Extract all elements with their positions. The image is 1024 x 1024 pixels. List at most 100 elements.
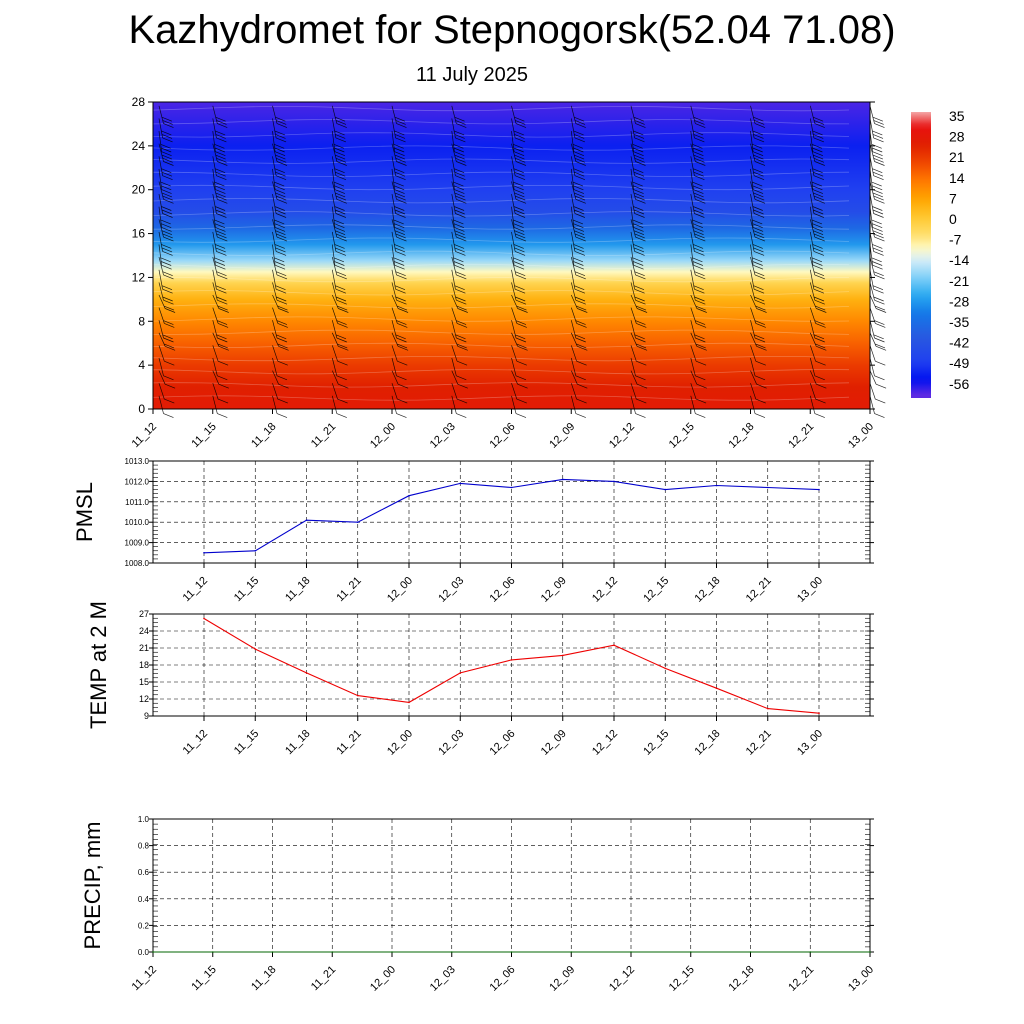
x-tick-label: 12_21 — [744, 575, 774, 605]
wind-barb — [690, 307, 707, 328]
wind-barb — [212, 395, 228, 418]
wind-barb — [809, 181, 825, 204]
wind-barb — [158, 181, 174, 204]
wind-barb — [570, 118, 586, 143]
x-tick-label: 11_12 — [130, 964, 160, 994]
y-tick-label: 0.8 — [138, 842, 150, 851]
contour-line — [152, 303, 850, 309]
wind-barb — [158, 244, 172, 270]
wind-barb — [451, 269, 466, 294]
wind-barb — [212, 282, 228, 305]
colorbar-label: -21 — [949, 273, 969, 289]
wind-barb — [391, 131, 405, 157]
wind-barb — [212, 219, 228, 242]
wind-barb — [750, 194, 765, 218]
wind-barb — [331, 383, 348, 404]
wind-barb — [809, 294, 827, 313]
wind-barb — [331, 370, 349, 389]
wind-barb — [212, 244, 226, 270]
wind-barb — [272, 383, 288, 404]
x-tick-label: 11_15 — [189, 964, 219, 994]
x-tick-label: 13_00 — [795, 575, 825, 605]
wind-barb — [331, 320, 347, 343]
wind-barb — [272, 294, 289, 313]
wind-barb — [570, 395, 586, 418]
wind-barb — [331, 294, 349, 313]
wind-barb — [272, 105, 288, 128]
wind-barb — [690, 395, 706, 418]
wind-barb — [272, 320, 288, 343]
x-tick-label: 12_12 — [590, 575, 620, 605]
wind-barb — [511, 194, 526, 218]
wind-barb — [630, 131, 644, 157]
wind-barb — [158, 168, 172, 194]
x-tick-label: 12_09 — [547, 964, 577, 994]
x-tick-label: 11_21 — [334, 575, 364, 605]
y-axis-title: PMSL — [72, 482, 97, 542]
wind-barb — [511, 105, 527, 128]
wind-barb — [212, 383, 229, 404]
x-tick-label: 13_00 — [795, 728, 825, 758]
x-tick-label: 12_03 — [428, 964, 458, 994]
wind-barb — [451, 383, 468, 404]
wind-barb — [750, 345, 766, 366]
data-point — [664, 667, 667, 670]
wind-barb — [630, 156, 645, 181]
wind-barb — [451, 181, 467, 204]
wind-barb — [869, 357, 885, 381]
wind-barb — [570, 231, 586, 256]
wind-barb — [869, 345, 886, 366]
wind-barb — [809, 357, 825, 381]
wind-barb — [690, 156, 705, 181]
wind-barb — [570, 219, 586, 242]
wind-barb — [212, 194, 227, 218]
x-tick-label: 12_18 — [727, 964, 757, 994]
wind-barb — [809, 105, 825, 128]
wind-barb — [570, 244, 585, 270]
wind-barb — [690, 383, 707, 404]
wind-barb — [869, 118, 884, 143]
colorbar-label: 14 — [949, 170, 965, 186]
wind-barb — [391, 181, 407, 204]
wind-barb — [451, 118, 466, 143]
wind-barb — [331, 257, 347, 280]
wind-barb — [570, 105, 586, 128]
wind-barb — [869, 194, 884, 218]
x-tick-label: 12_06 — [488, 964, 518, 994]
wind-barb — [570, 345, 587, 366]
wind-barb — [158, 206, 172, 232]
contour-line — [152, 145, 850, 151]
wind-barb — [570, 181, 586, 204]
wind-barb — [570, 370, 588, 389]
wind-barb — [869, 168, 883, 194]
wind-barb — [391, 332, 409, 351]
wind-barb — [272, 282, 288, 305]
wind-barb — [451, 370, 468, 389]
wind-barb — [212, 269, 227, 294]
contour-line — [152, 158, 850, 164]
wind-barb — [158, 118, 173, 143]
wind-barb — [750, 231, 765, 256]
wind-barb — [750, 156, 765, 181]
colorbar-scale — [911, 112, 931, 398]
wind-barb — [391, 118, 406, 143]
x-tick-label: 12_18 — [693, 728, 723, 758]
wind-barb — [511, 294, 528, 313]
wind-barb — [630, 395, 646, 418]
wind-barb — [272, 257, 288, 280]
wind-barb — [869, 257, 885, 280]
contour-line — [152, 119, 850, 125]
x-tick-label: 12_12 — [607, 421, 637, 451]
wind-barb — [750, 131, 764, 157]
colorbar-label: 7 — [949, 190, 957, 206]
wind-barb — [331, 345, 348, 366]
wind-barb — [511, 320, 527, 343]
wind-barb — [869, 395, 885, 418]
wind-barb — [511, 383, 527, 404]
colorbar-label: -49 — [949, 355, 969, 371]
wind-barb — [570, 194, 586, 218]
y-axis-title: PRECIP, mm — [80, 822, 105, 950]
y-tick-label: 1013.0 — [125, 457, 150, 466]
contour-line — [152, 250, 850, 256]
x-tick-label: 11_21 — [334, 728, 364, 758]
